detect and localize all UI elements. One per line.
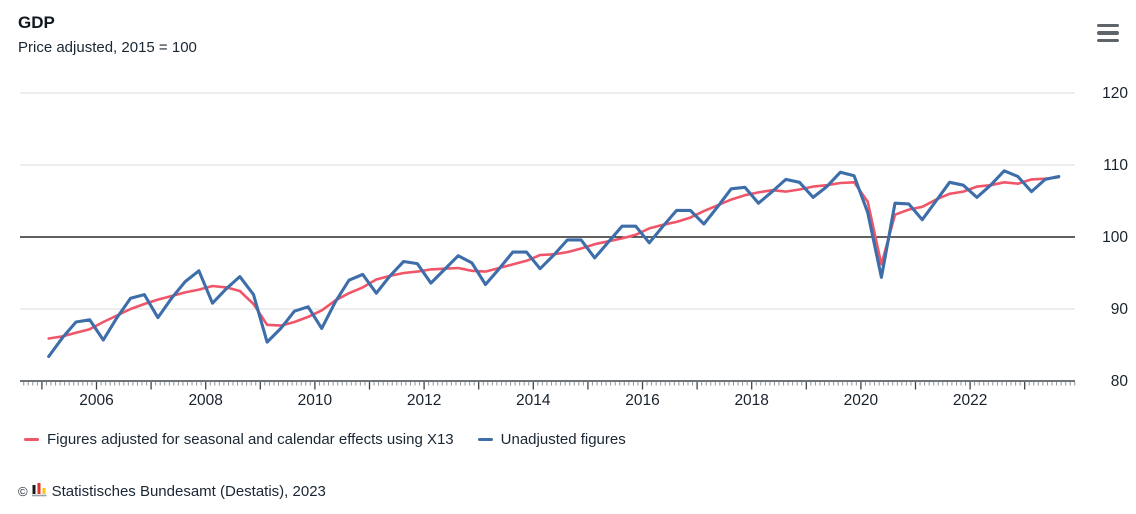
adjusted-line-swatch xyxy=(24,437,39,442)
legend-label-unadjusted: Unadjusted figures xyxy=(500,431,626,448)
x-axis-label: 2012 xyxy=(406,392,442,409)
y-axis-label: 100 xyxy=(1102,228,1128,246)
x-axis-label: 2020 xyxy=(843,392,879,409)
chart-header: GDP Price adjusted, 2015 = 100 xyxy=(18,12,197,58)
x-axis-label: 2008 xyxy=(188,392,223,409)
legend-item-unadjusted[interactable]: Unadjusted figures xyxy=(477,431,626,448)
unadjusted-line-swatch xyxy=(477,437,493,442)
x-axis-label: 2016 xyxy=(625,392,660,409)
y-axis-label: 120 xyxy=(1102,84,1128,102)
y-axis-label: 90 xyxy=(1110,300,1128,318)
x-axis-label: 2010 xyxy=(297,392,333,409)
legend: Figures adjusted for seasonal and calend… xyxy=(24,431,626,448)
x-axis-label: 2022 xyxy=(952,392,988,409)
source-footer: © Statistisches Bundesamt (Destatis), 20… xyxy=(18,481,326,501)
y-axis-label: 110 xyxy=(1103,156,1128,174)
legend-label-adjusted: Figures adjusted for seasonal and calend… xyxy=(47,431,454,448)
chart-menu-button[interactable] xyxy=(1097,24,1119,42)
source-text: Statistisches Bundesamt (Destatis), 2023 xyxy=(51,482,326,500)
x-axis-label: 2014 xyxy=(516,392,551,409)
chart-subtitle: Price adjusted, 2015 = 100 xyxy=(18,39,197,56)
copyright-symbol: © xyxy=(18,483,28,499)
hamburger-icon xyxy=(1097,24,1119,28)
chart-title: GDP xyxy=(18,13,55,32)
unadjusted-series-line[interactable] xyxy=(47,169,1061,359)
destatis-bars-icon xyxy=(31,481,47,501)
legend-item-adjusted[interactable]: Figures adjusted for seasonal and calend… xyxy=(24,431,454,448)
adjusted-series-line[interactable] xyxy=(47,175,1061,340)
y-axis-label: 80 xyxy=(1110,372,1128,390)
x-axis-label: 2018 xyxy=(734,392,769,409)
x-axis-label: 2006 xyxy=(79,392,114,409)
